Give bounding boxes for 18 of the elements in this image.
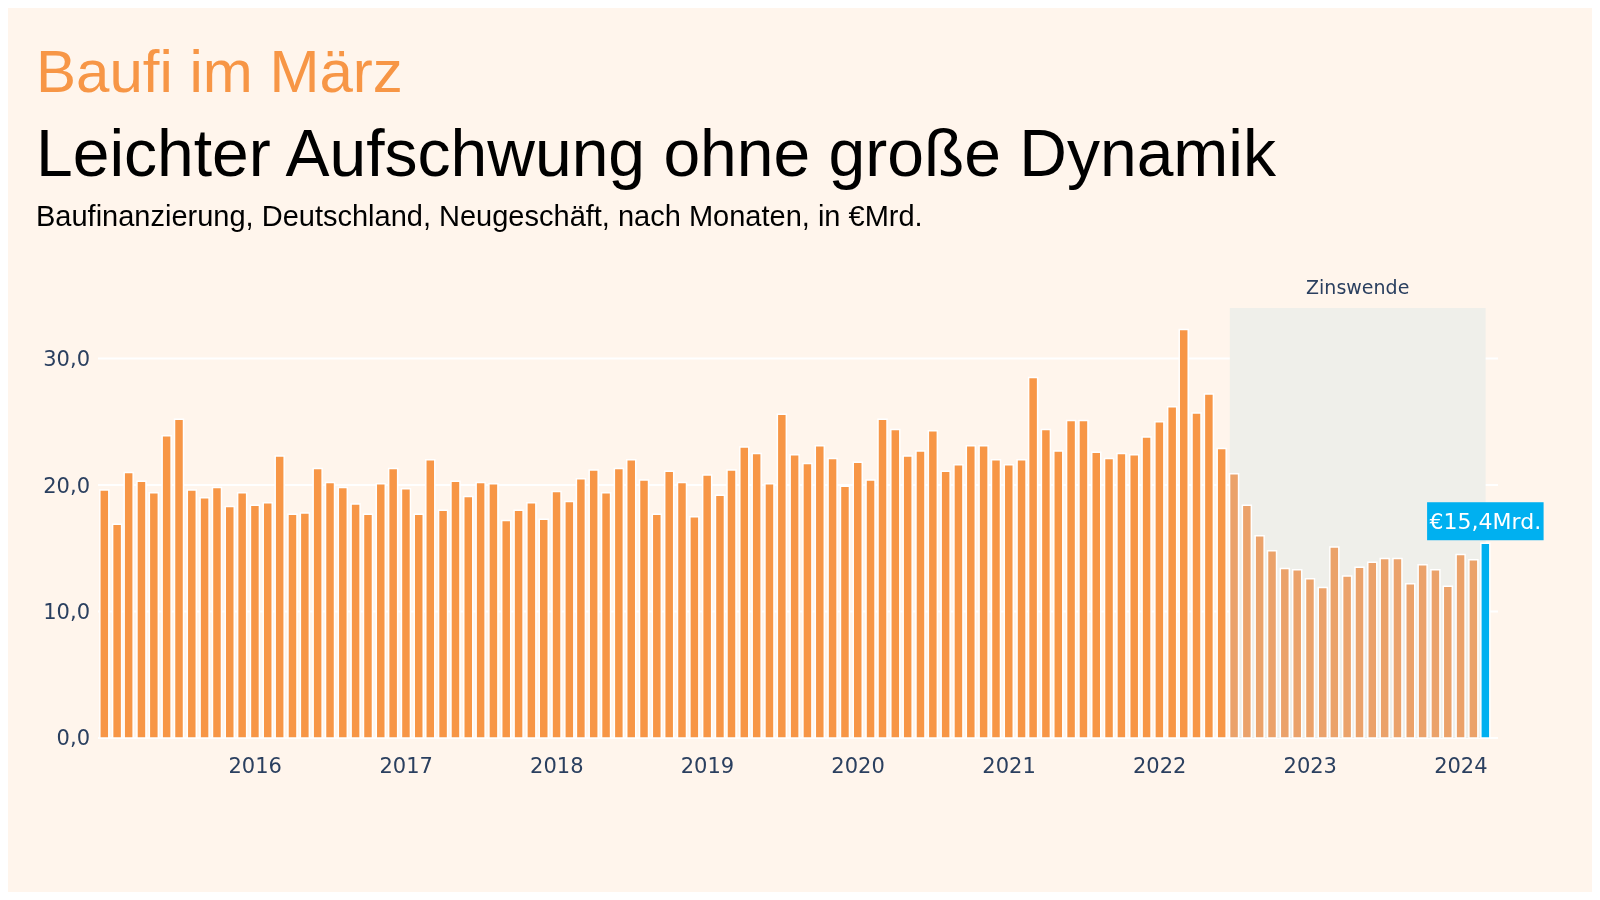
x-tick-label: 2023 <box>1283 753 1337 778</box>
chart-subtitle: Leichter Aufschwung ohne große Dynamik <box>36 116 1277 190</box>
x-tick-label: 2022 <box>1132 753 1187 778</box>
x-tick-label: 2024 <box>1434 753 1488 778</box>
text: Baufinanzierung, Deutschland, Neugeschäft, nach Monaten, in €Mrd. <box>36 200 923 233</box>
y-tick-label: 10,0 <box>43 599 90 624</box>
band-label: Zinswende <box>1306 276 1410 298</box>
x-tick-label: 2021 <box>982 753 1036 778</box>
x-tick-label: 2018 <box>530 753 584 778</box>
x-tick-label: 2016 <box>228 753 282 778</box>
y-tick-label: 30,0 <box>43 347 90 372</box>
chart-title: Baufi im März <box>36 38 403 105</box>
y-tick-label: 20,0 <box>43 473 90 498</box>
x-tick-label: 2020 <box>831 753 885 778</box>
y-tick-label: 0,0 <box>56 726 90 751</box>
x-tick-label: 2017 <box>379 753 433 778</box>
data-label: €15,4Mrd. <box>1429 509 1542 535</box>
x-tick-label: 2019 <box>680 753 735 778</box>
